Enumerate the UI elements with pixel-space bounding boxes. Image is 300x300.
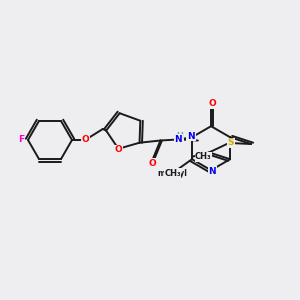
Text: CH₃: CH₃ xyxy=(164,169,181,178)
Text: O: O xyxy=(208,99,216,108)
Text: N: N xyxy=(187,132,195,141)
Text: O: O xyxy=(81,136,89,145)
Text: N: N xyxy=(208,167,216,176)
Text: O: O xyxy=(115,145,122,154)
Text: methyl: methyl xyxy=(158,169,188,178)
Text: S: S xyxy=(228,139,234,148)
Text: F: F xyxy=(18,136,24,145)
Text: CH₃: CH₃ xyxy=(195,152,212,161)
Text: N: N xyxy=(174,135,182,144)
Text: O: O xyxy=(149,159,157,168)
Text: H: H xyxy=(177,132,184,141)
